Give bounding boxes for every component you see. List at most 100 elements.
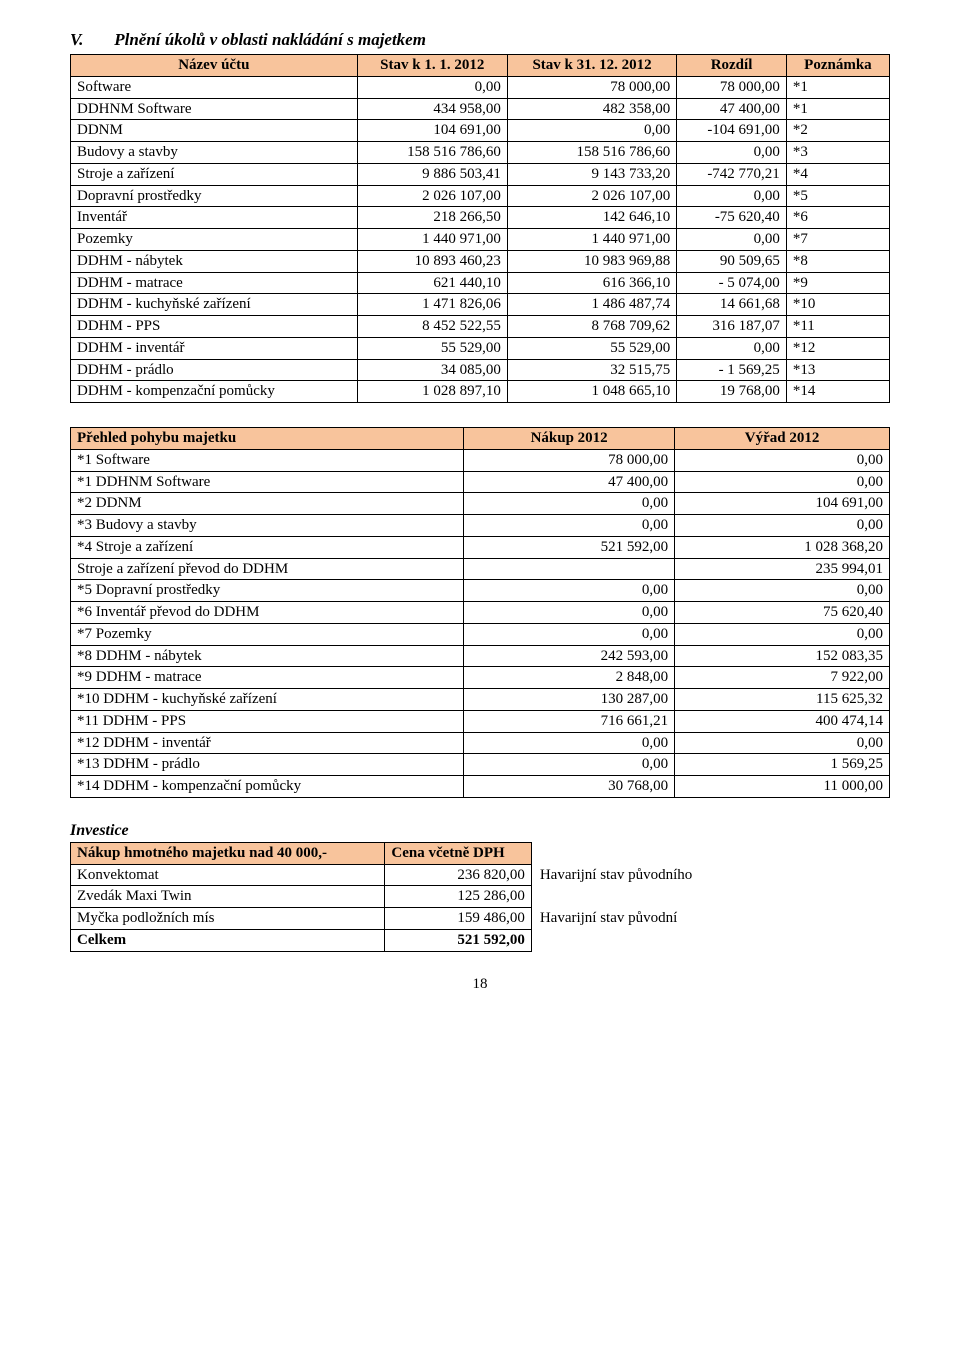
col-header: Název účtu [71,55,358,77]
row-label: DDHM - matrace [71,272,358,294]
row-value: 0,00 [675,623,890,645]
row-value: 0,00 [357,76,507,98]
table-row: DDHM - matrace621 440,10616 366,10- 5 07… [71,272,890,294]
row-note: *14 [786,381,889,403]
row-value: 0,00 [464,580,675,602]
row-label: *11 DDHM - PPS [71,710,464,732]
row-value: 125 286,00 [385,886,531,908]
row-label: DDHM - kompenzační pomůcky [71,381,358,403]
row-value: 1 048 665,10 [507,381,676,403]
table-row: *12 DDHM - inventář0,000,00 [71,732,890,754]
row-value: 0,00 [464,732,675,754]
row-diff: 47 400,00 [677,98,787,120]
row-label: Inventář [71,207,358,229]
row-label: DDHM - PPS [71,316,358,338]
col-header: Cena včetně DPH [385,842,531,864]
row-value: 104 691,00 [357,120,507,142]
row-diff: 0,00 [677,142,787,164]
row-value: 1 028 897,10 [357,381,507,403]
table-row: DDHM - nábytek10 893 460,2310 983 969,88… [71,250,890,272]
row-value: 621 440,10 [357,272,507,294]
row-value: 521 592,00 [385,929,531,951]
table-row: Myčka podložních mís159 486,00Havarijní … [71,908,726,930]
movement-table: Přehled pohybu majetku Nákup 2012 Výřad … [70,427,890,798]
table-row: Konvektomat236 820,00Havarijní stav půvo… [71,864,726,886]
row-label: *10 DDHM - kuchyňské zařízení [71,689,464,711]
table-row: *14 DDHM - kompenzační pomůcky30 768,001… [71,776,890,798]
row-label: DDHM - kuchyňské zařízení [71,294,358,316]
row-value: 616 366,10 [507,272,676,294]
row-label: *14 DDHM - kompenzační pomůcky [71,776,464,798]
table-row: DDHM - PPS8 452 522,558 768 709,62316 18… [71,316,890,338]
row-value: 47 400,00 [464,471,675,493]
row-value: 75 620,40 [675,602,890,624]
table-row: Inventář218 266,50142 646,10-75 620,40*6 [71,207,890,229]
row-value: 0,00 [464,754,675,776]
row-value: 1 028 368,20 [675,536,890,558]
row-label: Zvedák Maxi Twin [71,886,385,908]
table-row: Budovy a stavby158 516 786,60158 516 786… [71,142,890,164]
row-diff: 0,00 [677,229,787,251]
row-label: Stroje a zařízení převod do DDHM [71,558,464,580]
table-row: DDHM - kompenzační pomůcky1 028 897,101 … [71,381,890,403]
table-header-row: Název účtu Stav k 1. 1. 2012 Stav k 31. … [71,55,890,77]
investment-table: Nákup hmotného majetku nad 40 000,- Cena… [70,842,726,952]
row-value: 159 486,00 [385,908,531,930]
row-label: *7 Pozemky [71,623,464,645]
row-diff: -104 691,00 [677,120,787,142]
row-value: 158 516 786,60 [507,142,676,164]
table-row: Dopravní prostředky2 026 107,002 026 107… [71,185,890,207]
row-note: *1 [786,98,889,120]
row-value: 0,00 [675,449,890,471]
row-value: 55 529,00 [507,337,676,359]
row-label: *12 DDHM - inventář [71,732,464,754]
row-diff: 316 187,07 [677,316,787,338]
row-note: *2 [786,120,889,142]
row-diff: 0,00 [677,185,787,207]
table-header-row: Nákup hmotného majetku nad 40 000,- Cena… [71,842,726,864]
table-row: *4 Stroje a zařízení521 592,001 028 368,… [71,536,890,558]
row-value: 1 486 487,74 [507,294,676,316]
row-note: *9 [786,272,889,294]
col-header: Rozdíl [677,55,787,77]
row-value: 104 691,00 [675,493,890,515]
row-value: 115 625,32 [675,689,890,711]
row-value: 400 474,14 [675,710,890,732]
row-note [531,886,725,908]
row-note: *7 [786,229,889,251]
row-label: DDHNM Software [71,98,358,120]
table-row: Stroje a zařízení převod do DDHM 235 994,… [71,558,890,580]
row-label: *2 DDNM [71,493,464,515]
table-row: Pozemky1 440 971,001 440 971,000,00*7 [71,229,890,251]
row-value: 235 994,01 [675,558,890,580]
row-value: 7 922,00 [675,667,890,689]
section-roman: V. [70,30,110,50]
col-header: Nákup hmotného majetku nad 40 000,- [71,842,385,864]
row-value: 218 266,50 [357,207,507,229]
row-diff: 14 661,68 [677,294,787,316]
table-row: *7 Pozemky0,000,00 [71,623,890,645]
row-diff: -742 770,21 [677,163,787,185]
row-value: 32 515,75 [507,359,676,381]
col-header: Poznámka [786,55,889,77]
row-note: *1 [786,76,889,98]
table-row: DDHM - inventář55 529,0055 529,000,00*12 [71,337,890,359]
table-row: Zvedák Maxi Twin125 286,00 [71,886,726,908]
row-value [464,558,675,580]
row-value: 0,00 [464,515,675,537]
row-value: 130 287,00 [464,689,675,711]
row-diff: 90 509,65 [677,250,787,272]
table-row: *3 Budovy a stavby0,000,00 [71,515,890,537]
row-value: 8 452 522,55 [357,316,507,338]
row-value: 0,00 [675,732,890,754]
col-header: Přehled pohybu majetku [71,428,464,450]
page-number: 18 [70,976,890,993]
table-row: *1 DDHNM Software47 400,000,00 [71,471,890,493]
row-note: Havarijní stav původní [531,908,725,930]
row-label: Budovy a stavby [71,142,358,164]
row-value: 30 768,00 [464,776,675,798]
row-value: 716 661,21 [464,710,675,732]
row-value: 11 000,00 [675,776,890,798]
row-note: *4 [786,163,889,185]
row-value: 236 820,00 [385,864,531,886]
